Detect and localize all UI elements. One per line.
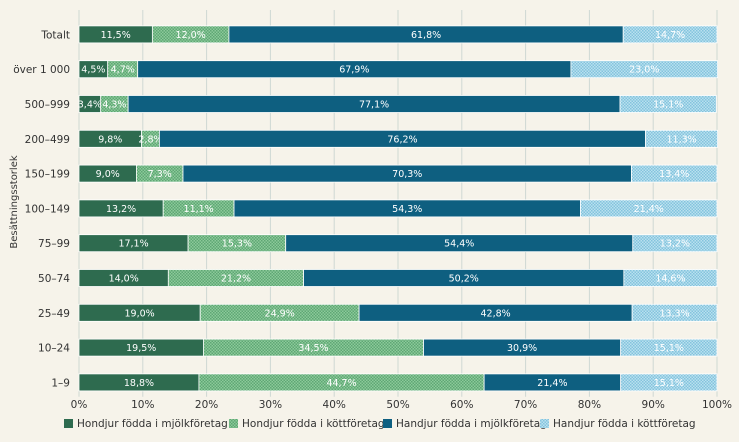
data-label: 61,8%	[411, 30, 441, 41]
data-label: 15,1%	[654, 378, 684, 389]
bar-segment	[645, 129, 719, 148]
category-label: 500–999	[25, 99, 70, 111]
data-label: 44,7%	[326, 378, 356, 389]
x-tick-label: 70%	[514, 399, 537, 411]
data-label: 14,6%	[655, 274, 685, 285]
data-label: 4,5%	[81, 65, 105, 76]
bar-segment	[620, 373, 718, 392]
data-label: 19,0%	[125, 308, 155, 319]
x-tick-label: 10%	[131, 399, 154, 411]
legend-label: Hondjur födda i köttföretag	[242, 418, 385, 430]
x-tick-labels: 0% 10% 20% 30% 40% 50% 60% 70% 80% 90% 100%	[71, 399, 732, 411]
data-label: 50,2%	[449, 274, 479, 285]
data-label: 11,1%	[184, 204, 214, 215]
category-label: 1–9	[51, 377, 70, 389]
data-label: 24,9%	[265, 308, 295, 319]
category-label: Totalt	[40, 29, 70, 41]
x-tick-label: 30%	[259, 399, 282, 411]
bars: 11,5% 12,0% 61,8% 14,7% 4,5% 4,7% 67,9% 23,0% 3,…	[78, 25, 719, 392]
x-tick-label: 0%	[71, 399, 88, 411]
data-label: 15,1%	[654, 343, 684, 354]
x-tick-label: 50%	[386, 399, 409, 411]
category-label: 100–149	[25, 203, 70, 215]
data-label: 21,4%	[634, 204, 664, 215]
data-label: 70,3%	[392, 169, 422, 180]
bar-segment	[632, 234, 718, 253]
data-label: 34,5%	[298, 343, 328, 354]
category-label: 200–499	[25, 134, 70, 146]
data-label: 11,3%	[666, 134, 696, 145]
data-label: 4,3%	[102, 100, 126, 111]
data-label: 30,9%	[507, 343, 537, 354]
data-label: 9,8%	[98, 134, 122, 145]
y-axis-title: Besättningsstorlek	[9, 155, 20, 248]
data-label: 13,2%	[660, 239, 690, 250]
data-label: 23,0%	[629, 65, 659, 76]
category-label: 10–24	[38, 343, 70, 355]
data-label: 42,8%	[481, 308, 511, 319]
category-label: 150–199	[25, 169, 70, 181]
legend-label: Hondjur födda i mjölkföretag	[77, 418, 228, 430]
category-label: 75–99	[38, 238, 70, 250]
data-label: 13,4%	[659, 169, 689, 180]
data-label: 4,7%	[111, 65, 135, 76]
legend-label: Handjur födda i köttföretag	[553, 418, 696, 430]
category-label: 25–49	[38, 308, 70, 320]
x-tick-label: 40%	[323, 399, 346, 411]
bar-segment	[622, 25, 718, 44]
data-label: 14,7%	[655, 30, 685, 41]
category-label: över 1 000	[13, 64, 70, 76]
data-label: 14,0%	[109, 274, 139, 285]
category-label: 50–74	[38, 273, 70, 285]
data-label: 13,2%	[106, 204, 136, 215]
data-label: 7,3%	[148, 169, 172, 180]
data-label: 21,4%	[537, 378, 567, 389]
data-label: 15,1%	[653, 100, 683, 111]
data-label: 11,5%	[101, 30, 131, 41]
bar-segment	[570, 60, 719, 79]
bar-segment	[619, 95, 717, 113]
bar-segment	[620, 338, 718, 357]
x-tick-label: 80%	[578, 399, 601, 411]
data-label: 54,4%	[444, 239, 474, 250]
data-label: 67,9%	[339, 65, 369, 76]
bar-segment	[623, 269, 718, 287]
data-label: 13,3%	[659, 308, 689, 319]
data-label: 2,8%	[138, 134, 162, 145]
data-label: 18,8%	[124, 378, 154, 389]
data-label: 21,2%	[221, 274, 251, 285]
bar-segment	[631, 164, 718, 183]
legend-swatch	[229, 419, 238, 428]
data-label: 15,3%	[222, 239, 252, 250]
bar-segment	[631, 303, 718, 322]
data-label: 77,1%	[359, 100, 389, 111]
data-label: 17,1%	[118, 239, 148, 250]
data-label: 76,2%	[387, 134, 417, 145]
x-tick-label: 100%	[702, 399, 732, 411]
bar-segment	[580, 199, 718, 218]
legend-swatch	[64, 419, 73, 428]
x-tick-label: 90%	[642, 399, 665, 411]
data-label: 19,5%	[126, 343, 156, 354]
legend: Hondjur födda i mjölkföretag Hondjur född…	[64, 418, 696, 430]
data-label: 3,4%	[78, 100, 102, 111]
legend-label: Handjur födda i mjölkföretag	[396, 418, 547, 430]
data-label: 54,3%	[392, 204, 422, 215]
legend-swatch	[383, 419, 392, 428]
category-labels: Totalt över 1 000 500–999 200–499 150–199 100…	[13, 29, 70, 389]
data-label: 9,0%	[96, 169, 120, 180]
x-tick-label: 60%	[450, 399, 473, 411]
data-label: 12,0%	[176, 30, 206, 41]
x-tick-label: 20%	[195, 399, 218, 411]
legend-swatch	[540, 419, 549, 428]
